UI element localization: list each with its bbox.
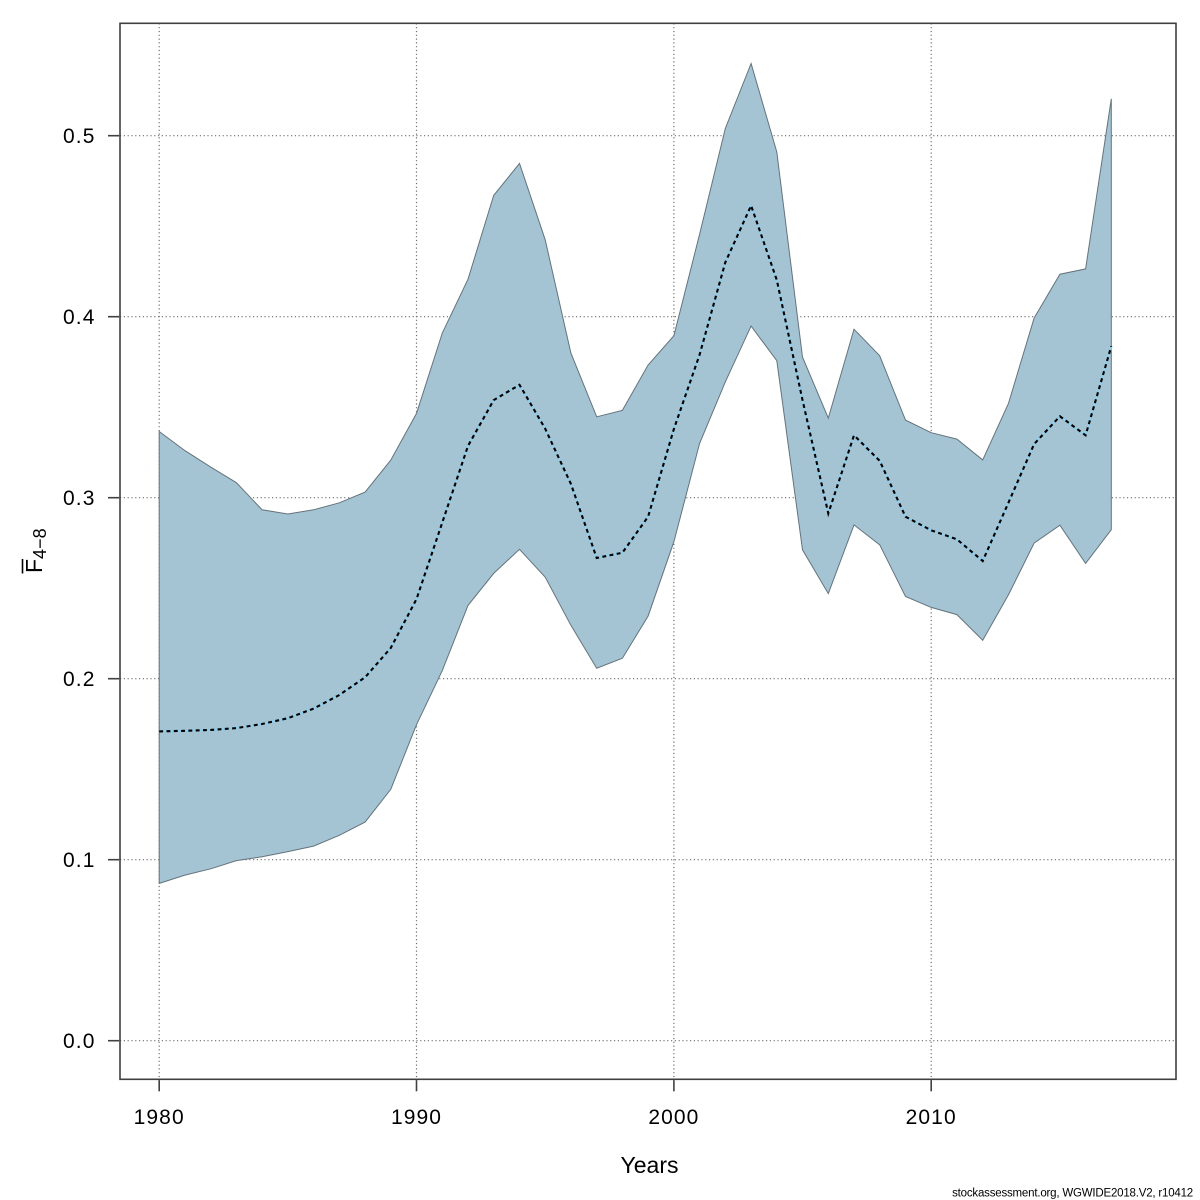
svg-text:0.1: 0.1 bbox=[63, 849, 96, 872]
svg-text:0.4: 0.4 bbox=[63, 306, 96, 329]
svg-text:Years: Years bbox=[621, 1152, 679, 1178]
svg-text:0.2: 0.2 bbox=[63, 668, 96, 691]
svg-text:1980: 1980 bbox=[134, 1106, 185, 1129]
svg-text:0.5: 0.5 bbox=[63, 125, 96, 148]
svg-text:1990: 1990 bbox=[391, 1106, 442, 1129]
svg-text:0.0: 0.0 bbox=[63, 1030, 96, 1053]
svg-text:2010: 2010 bbox=[906, 1106, 957, 1129]
svg-text:stockassessment.org, WGWIDE201: stockassessment.org, WGWIDE2018.V2, r104… bbox=[952, 1188, 1193, 1200]
svg-text:2000: 2000 bbox=[648, 1106, 699, 1129]
svg-text:0.3: 0.3 bbox=[63, 487, 96, 510]
